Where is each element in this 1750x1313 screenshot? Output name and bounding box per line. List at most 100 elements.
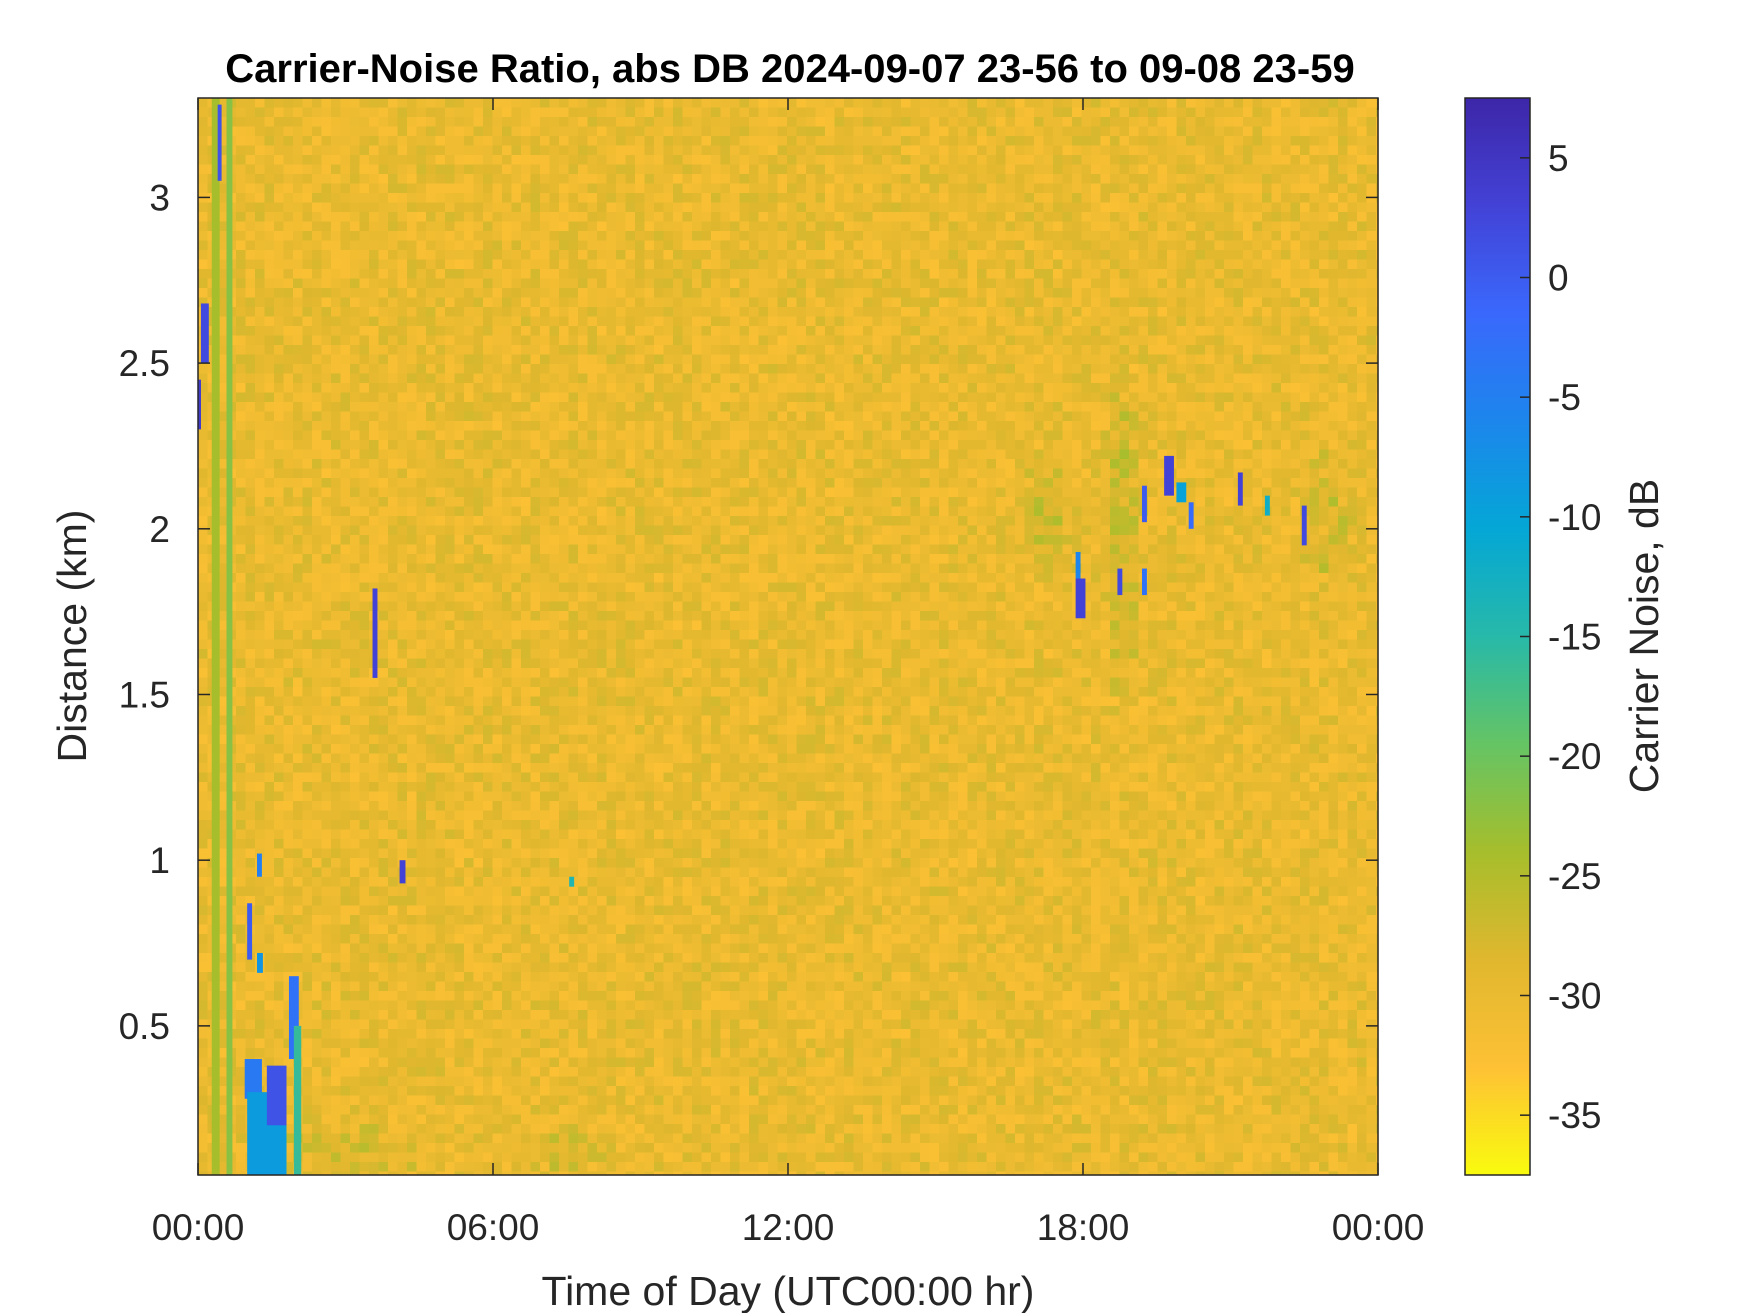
heatmap-cell (1252, 421, 1263, 432)
heatmap-cell (920, 278, 931, 289)
heatmap-cell (1366, 250, 1377, 261)
heatmap-cell (711, 364, 722, 375)
heatmap-cells (198, 98, 1379, 1176)
heatmap-cell (1281, 449, 1292, 460)
heatmap-cell (369, 278, 380, 289)
heatmap-cell (1110, 411, 1121, 422)
heatmap-cell (350, 440, 361, 451)
heatmap-cell (359, 316, 370, 327)
heatmap-cell (1005, 155, 1016, 166)
heatmap-cell (416, 421, 427, 432)
heatmap-cell (549, 126, 560, 137)
heatmap-cell (293, 421, 304, 432)
heatmap-cell (853, 107, 864, 118)
heatmap-cell (625, 402, 636, 413)
heatmap-cell (578, 155, 589, 166)
heatmap-cell (483, 335, 494, 346)
heatmap-cell (274, 269, 285, 280)
heatmap-cell (378, 212, 389, 223)
heatmap-cell (986, 421, 997, 432)
heatmap-cell (236, 402, 247, 413)
heatmap-cell (1186, 278, 1197, 289)
heatmap-cell (1157, 354, 1168, 365)
heatmap-cell (1357, 326, 1368, 337)
heatmap-cell (635, 250, 646, 261)
heatmap-cell (597, 449, 608, 460)
heatmap-cell (1290, 354, 1301, 365)
heatmap-cell (378, 430, 389, 441)
heatmap-cell (625, 326, 636, 337)
heatmap-cell (1138, 316, 1149, 327)
heatmap-cell (825, 354, 836, 365)
heatmap-cell (806, 259, 817, 270)
heatmap-cell (483, 459, 494, 470)
heatmap-cell (1205, 449, 1216, 460)
heatmap-cell (1034, 145, 1045, 156)
heatmap-cell (1091, 98, 1102, 109)
heatmap-cell (1205, 316, 1216, 327)
heatmap-cell (397, 326, 408, 337)
heatmap-cell (1015, 402, 1026, 413)
heatmap-cell (350, 288, 361, 299)
heatmap-cell (1252, 297, 1263, 308)
heatmap-cell (920, 107, 931, 118)
heatmap-cell (264, 354, 275, 365)
heatmap-cell (302, 269, 313, 280)
heatmap-cell (321, 117, 332, 128)
heatmap-cell (644, 411, 655, 422)
heatmap-cell (958, 136, 969, 147)
heatmap-cell (1100, 345, 1111, 356)
heatmap-cell (625, 297, 636, 308)
heatmap-cell (549, 174, 560, 185)
heatmap-cell (1281, 421, 1292, 432)
heatmap-cell (198, 136, 209, 147)
heatmap-cell (1005, 440, 1016, 451)
heatmap-cell (635, 411, 646, 422)
heatmap-cell (540, 354, 551, 365)
heatmap-cell (1167, 440, 1178, 451)
heatmap-cell (312, 459, 323, 470)
heatmap-cell (454, 231, 465, 242)
heatmap-cell (426, 202, 437, 213)
heatmap-cell (768, 383, 779, 394)
heatmap-cell (739, 126, 750, 137)
heatmap-cell (1252, 430, 1263, 441)
heatmap-cell (910, 459, 921, 470)
heatmap-cell (1157, 345, 1168, 356)
heatmap-cell (274, 126, 285, 137)
heatmap-cell (663, 250, 674, 261)
heatmap-cell (283, 459, 294, 470)
heatmap-cell (1043, 183, 1054, 194)
heatmap-cell (644, 449, 655, 460)
heatmap-cell (435, 240, 446, 251)
heatmap-cell (568, 430, 579, 441)
heatmap-cell (948, 155, 959, 166)
heatmap-cell (435, 212, 446, 223)
heatmap-cell (217, 402, 228, 413)
heatmap-cell (1347, 430, 1358, 441)
heatmap-cell (1043, 421, 1054, 432)
heatmap-cell (540, 364, 551, 375)
heatmap-cell (397, 430, 408, 441)
heatmap-cell (445, 335, 456, 346)
heatmap-cell (777, 392, 788, 403)
heatmap-cell (264, 307, 275, 318)
heatmap-cell (834, 345, 845, 356)
heatmap-cell (1366, 288, 1377, 299)
heatmap-cell (1024, 231, 1035, 242)
heatmap-cell (939, 164, 950, 175)
heatmap-cell (986, 164, 997, 175)
heatmap-cell (245, 335, 256, 346)
heatmap-cell (359, 297, 370, 308)
heatmap-cell (312, 449, 323, 460)
heatmap-cell (1195, 354, 1206, 365)
heatmap-cell (977, 136, 988, 147)
heatmap-cell (825, 288, 836, 299)
heatmap-cell (1138, 202, 1149, 213)
heatmap-cell (1224, 392, 1235, 403)
heatmap-cell (1034, 307, 1045, 318)
heatmap-cell (872, 164, 883, 175)
heatmap-cell (350, 354, 361, 365)
heatmap-cell (1176, 449, 1187, 460)
heatmap-cell (217, 316, 228, 327)
